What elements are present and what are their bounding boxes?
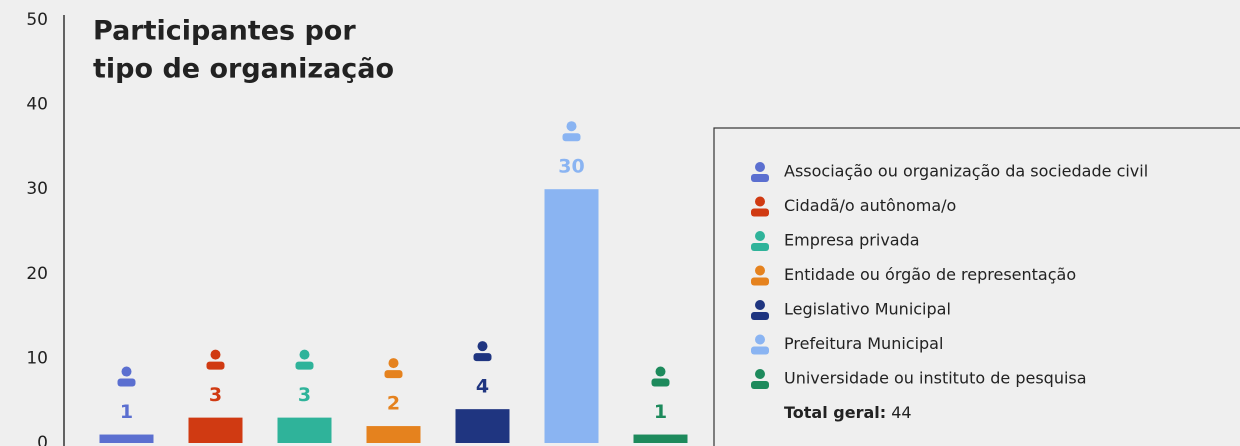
icon-shape <box>655 366 666 377</box>
icon-shape <box>751 243 769 251</box>
icon-shape <box>755 369 765 379</box>
icon-shape <box>755 196 765 207</box>
value-label: 4 <box>476 376 489 398</box>
icon-shape <box>473 353 492 362</box>
icon-shape <box>755 334 765 345</box>
icon-shape <box>121 366 132 377</box>
y-tick-label: 10 <box>26 348 48 368</box>
icon <box>751 162 769 182</box>
value-label: 1 <box>654 401 667 423</box>
y-tick-label: 40 <box>26 95 48 115</box>
icon-shape <box>651 378 670 387</box>
icon-shape <box>299 349 310 360</box>
value-label: 3 <box>298 384 311 406</box>
legend-label: Universidade ou instituto de pesquisa <box>784 369 1087 388</box>
value-label: 2 <box>387 393 400 415</box>
icon-shape <box>388 358 399 369</box>
bar <box>633 434 688 443</box>
icon <box>473 341 492 362</box>
bar <box>99 434 154 443</box>
total: Total geral: 44 <box>784 403 912 422</box>
icon-shape <box>755 300 765 310</box>
icon-shape <box>751 277 769 286</box>
icon <box>295 349 314 370</box>
icon-shape <box>562 133 581 142</box>
icon-shape <box>755 265 765 276</box>
icon <box>651 366 670 387</box>
icon <box>751 231 769 251</box>
icon-shape <box>751 346 769 355</box>
icon <box>384 358 403 379</box>
icon-shape <box>206 361 225 370</box>
y-tick-label: 30 <box>26 179 48 199</box>
icon <box>751 265 769 286</box>
bar <box>188 417 243 443</box>
value-label: 30 <box>558 156 584 178</box>
icon <box>751 300 769 320</box>
bar <box>277 417 332 443</box>
bar <box>366 426 421 443</box>
bar <box>544 189 599 443</box>
legend-label: Entidade ou órgão de representação <box>784 265 1076 284</box>
icon <box>751 369 769 389</box>
icon <box>562 121 581 142</box>
icon-shape <box>295 361 314 370</box>
chart-title: Participantes por <box>93 16 356 47</box>
legend-label: Legislativo Municipal <box>784 300 951 319</box>
icon-shape <box>384 370 403 379</box>
icon-shape <box>751 381 769 389</box>
icon-shape <box>751 208 769 217</box>
icon-shape <box>477 341 488 352</box>
value-label: 1 <box>120 401 133 423</box>
y-tick-label: 0 <box>37 433 48 446</box>
icon <box>117 366 136 387</box>
y-tick-label: 50 <box>26 10 48 30</box>
icon <box>206 349 225 370</box>
legend-label: Cidadã/o autônoma/o <box>784 196 956 215</box>
icon-shape <box>566 121 577 132</box>
y-tick-label: 20 <box>26 264 48 284</box>
legend-label: Associação ou organização da sociedade c… <box>784 162 1148 181</box>
icon-shape <box>751 174 769 182</box>
icon-shape <box>117 378 136 387</box>
icon-shape <box>755 231 765 241</box>
total-value: 44 <box>891 403 911 422</box>
bar <box>455 409 510 443</box>
icon-shape <box>751 312 769 320</box>
chart-title: tipo de organização <box>93 54 394 85</box>
icon <box>751 334 769 355</box>
icon <box>751 196 769 217</box>
legend-box <box>713 127 1240 446</box>
icon-shape <box>210 349 221 360</box>
legend-label: Prefeitura Municipal <box>784 334 943 353</box>
icon-shape <box>755 162 765 172</box>
total-label: Total geral: <box>784 403 886 422</box>
value-label: 3 <box>209 384 222 406</box>
legend-label: Empresa privada <box>784 231 920 250</box>
